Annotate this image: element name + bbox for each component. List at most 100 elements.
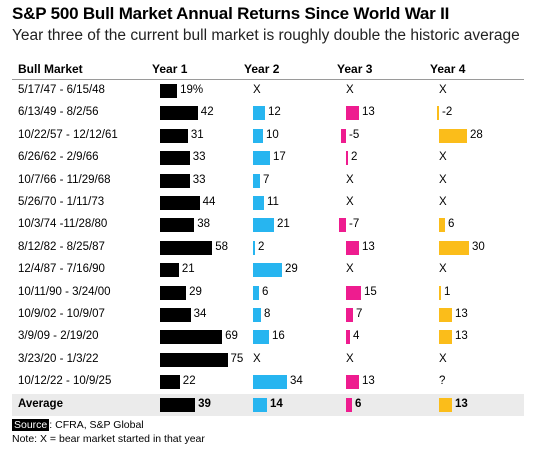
value-label-year4: 28 bbox=[470, 128, 483, 141]
table-row: 12/4/87 - 7/16/90 21 29 X X bbox=[12, 259, 524, 281]
bar-year2 bbox=[253, 330, 269, 345]
bar-year1 bbox=[160, 397, 196, 412]
value-label-year2: 29 bbox=[285, 263, 298, 276]
value-label-year4: 13 bbox=[455, 308, 468, 320]
value-label-year2: 17 bbox=[273, 151, 286, 164]
value-label-year3: 13 bbox=[362, 106, 375, 119]
value-label-year2: 7 bbox=[263, 173, 270, 186]
value-label-year2: 2 bbox=[258, 240, 265, 253]
bar-year2 bbox=[253, 308, 261, 322]
value-label-year1: 58 bbox=[215, 240, 228, 253]
bar-year1 bbox=[160, 218, 195, 233]
bear-market-mark: X bbox=[439, 196, 447, 208]
row-label: 3/23/20 - 1/3/22 bbox=[18, 352, 99, 365]
value-label-year4: 1 bbox=[444, 285, 451, 298]
row-label: 3/9/09 - 2/19/20 bbox=[18, 330, 99, 343]
bear-market-mark: X bbox=[439, 263, 447, 276]
value-label-year1: 29 bbox=[189, 285, 202, 298]
bar-year1 bbox=[160, 173, 190, 188]
row-label: 12/4/87 - 7/16/90 bbox=[18, 263, 105, 276]
value-label-year3: 15 bbox=[364, 285, 377, 298]
bear-market-mark: X bbox=[346, 84, 354, 96]
bar-year1 bbox=[160, 128, 188, 143]
value-label-year1: 44 bbox=[202, 196, 216, 208]
bar-year4 bbox=[439, 308, 452, 322]
row-label: 10/12/22 - 10/9/25 bbox=[18, 375, 112, 388]
bar-year2 bbox=[253, 218, 274, 233]
bear-market-mark: X bbox=[346, 352, 354, 365]
value-label-year1: 19% bbox=[180, 84, 204, 96]
table-row: 10/7/66 - 11/29/68 33 7 X X bbox=[12, 170, 524, 192]
bar-year1 bbox=[160, 375, 180, 390]
table-row: 6/26/62 - 2/9/66 33 17 2 X bbox=[12, 147, 524, 169]
value-label-year2: 6 bbox=[262, 285, 269, 298]
footnote: Note: X = bear market started in that ye… bbox=[12, 433, 205, 445]
bar-year1 bbox=[160, 106, 198, 121]
value-label-year1: 39 bbox=[198, 397, 211, 410]
bar-year1 bbox=[160, 330, 223, 345]
row-label: 10/3/74 -11/28/80 bbox=[18, 218, 108, 231]
value-label-year4: 30 bbox=[472, 240, 485, 253]
value-label-year1: 33 bbox=[192, 151, 206, 164]
value-label-year2: 10 bbox=[266, 128, 279, 141]
header-year2: Year 2 bbox=[244, 62, 280, 76]
value-label-year2: 21 bbox=[277, 218, 290, 231]
bar-year1 bbox=[160, 308, 191, 322]
average-row: Average 39 14 6 13 bbox=[12, 393, 524, 416]
value-label-year3: -7 bbox=[349, 218, 360, 231]
row-label: 10/9/02 - 10/9/07 bbox=[18, 308, 105, 320]
bar-year4 bbox=[439, 128, 467, 143]
bear-market-mark: X bbox=[346, 263, 354, 276]
value-label-year1: 22 bbox=[182, 375, 196, 388]
bar-year3 bbox=[339, 218, 346, 233]
value-label-year2: 16 bbox=[272, 330, 285, 343]
value-label-year1: 31 bbox=[190, 128, 204, 141]
header-bull-market: Bull Market bbox=[18, 62, 83, 76]
value-label-year3: 7 bbox=[356, 308, 363, 320]
value-label-year4: 13 bbox=[455, 330, 468, 343]
value-label-year1: 34 bbox=[193, 308, 207, 320]
table-row: 5/26/70 - 1/11/73 44 11 X X bbox=[12, 192, 524, 214]
table-row: 3/23/20 - 1/3/22 75 X X X bbox=[12, 349, 524, 371]
value-label-year4: -2 bbox=[442, 106, 453, 119]
bar-year2 bbox=[253, 397, 267, 412]
bar-year3 bbox=[346, 397, 352, 412]
value-label-year1: 21 bbox=[181, 263, 195, 276]
table-row: 10/9/02 - 10/9/07 34 8 7 13 bbox=[12, 304, 524, 326]
table-row: 10/3/74 -11/28/80 38 21 -7 6 bbox=[12, 214, 524, 236]
chart-title: S&P 500 Bull Market Annual Returns Since… bbox=[12, 4, 450, 23]
table-row: 8/12/82 - 8/25/87 58 2 13 30 bbox=[12, 237, 524, 259]
row-label: 6/13/49 - 8/2/56 bbox=[18, 106, 99, 119]
row-label: 8/12/82 - 8/25/87 bbox=[18, 240, 105, 253]
value-label-year2: 8 bbox=[264, 308, 271, 320]
bar-year1 bbox=[160, 84, 178, 98]
bear-market-mark: X bbox=[439, 173, 447, 186]
table-row: 3/9/09 - 2/19/20 69 16 4 13 bbox=[12, 326, 524, 348]
bar-year3 bbox=[346, 151, 348, 166]
unknown-mark: ? bbox=[439, 375, 446, 388]
bar-year2 bbox=[253, 106, 265, 121]
chart-subtitle: Year three of the current bull market is… bbox=[12, 27, 520, 44]
value-label-year3: 13 bbox=[362, 375, 375, 388]
header-divider bbox=[12, 79, 524, 80]
bar-year4 bbox=[439, 285, 441, 300]
bar-year2 bbox=[253, 263, 282, 278]
row-label: 10/7/66 - 11/29/68 bbox=[18, 173, 111, 186]
bar-year2 bbox=[253, 375, 287, 390]
bear-market-mark: X bbox=[253, 84, 261, 96]
bar-year2 bbox=[253, 173, 260, 188]
bear-market-mark: X bbox=[439, 151, 447, 164]
header-year1: Year 1 bbox=[152, 62, 188, 76]
bear-market-mark: X bbox=[439, 84, 447, 96]
bear-market-mark: X bbox=[346, 196, 354, 208]
bar-year3 bbox=[346, 240, 359, 255]
row-label: 5/26/70 - 1/11/73 bbox=[18, 196, 105, 208]
value-label-year1: 33 bbox=[192, 173, 206, 186]
value-label-year2: 12 bbox=[268, 106, 281, 119]
bar-year2 bbox=[253, 285, 259, 300]
value-label-year1: 75 bbox=[230, 352, 244, 365]
bar-year3 bbox=[346, 375, 359, 390]
row-label: 10/22/57 - 12/12/61 bbox=[18, 128, 118, 141]
value-label-year2: 34 bbox=[290, 375, 303, 388]
source-text: : CFRA, S&P Global bbox=[49, 419, 144, 431]
